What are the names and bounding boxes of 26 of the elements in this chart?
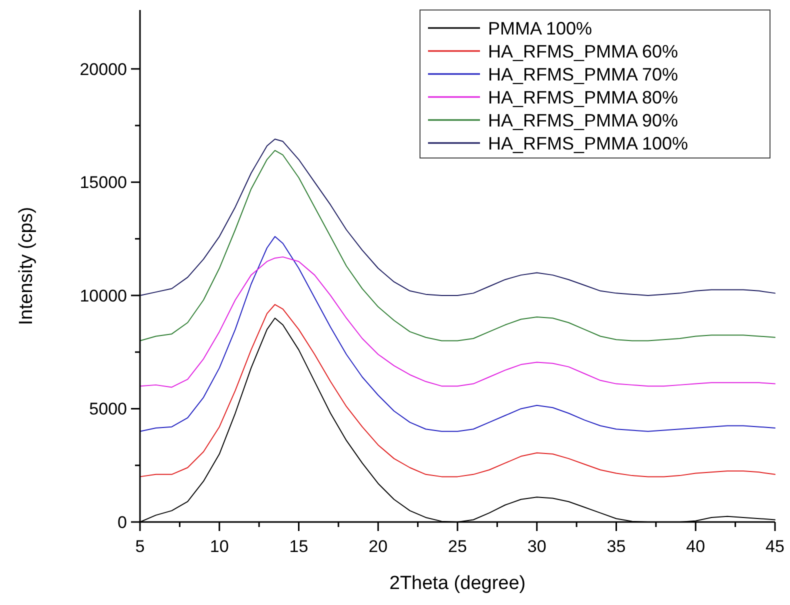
x-tick-label: 15 [289,537,308,556]
x-tick-label: 40 [686,537,706,556]
line-series [140,304,776,478]
y-tick-label: 15000 [80,173,127,192]
x-tick-label: 30 [527,537,546,556]
y-tick-label: 20000 [80,60,127,79]
legend-label: HA_RFMS_PMMA 60% [488,41,678,62]
x-tick-label: 5 [135,537,145,556]
y-tick-label: 5000 [89,400,127,419]
legend-label: HA_RFMS_PMMA 70% [488,64,678,84]
line-series [140,236,776,432]
legend-label: HA_RFMS_PMMA 90% [488,110,678,130]
y-tick-label: 10000 [80,286,127,306]
x-tick-label: 25 [448,537,467,556]
line-series [140,256,776,388]
x-tick-label: 20 [368,537,388,556]
x-tick-label: 10 [210,537,229,556]
x-tick-label: 35 [606,537,626,556]
line-series [140,138,776,296]
legend-label: HA_RFMS_PMMA 100% [488,133,688,154]
y-axis-title: Intensity (cps) [16,206,37,326]
legend-label: HA_RFMS_PMMA 80% [488,87,678,108]
y-tick-label: 0 [118,512,127,532]
x-tick-label: 45 [766,537,784,556]
x-axis-title: 2Theta (degree) [389,573,526,594]
legend-label: PMMA 100% [488,18,592,38]
